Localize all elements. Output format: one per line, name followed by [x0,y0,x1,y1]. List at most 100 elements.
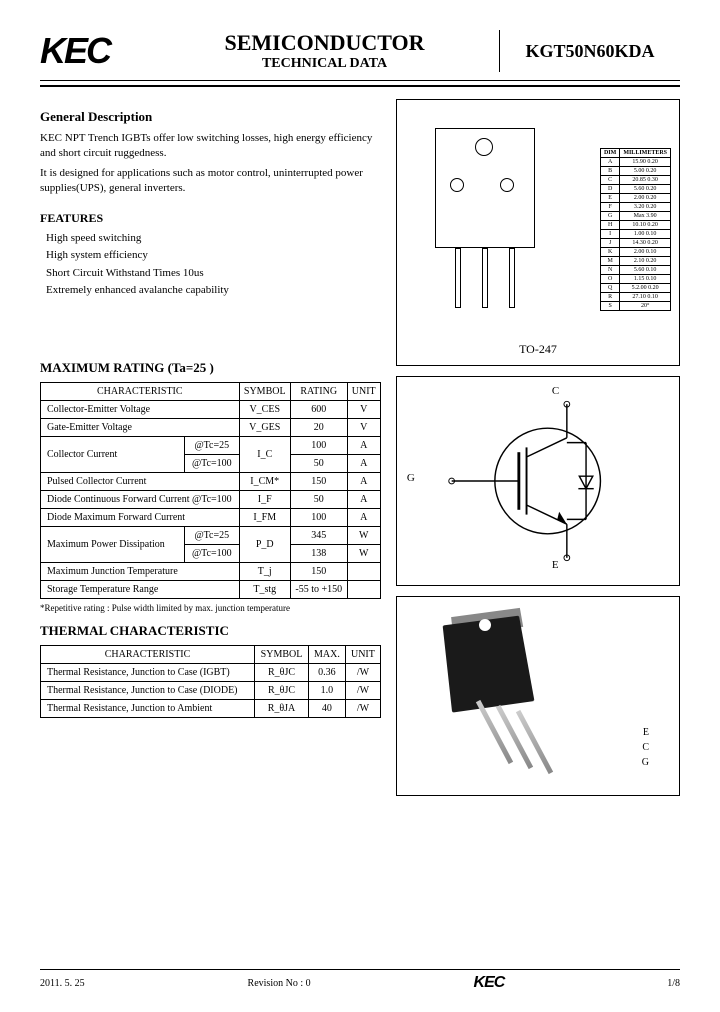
cell: 5.00 0.20 [620,167,671,176]
cell: Maximum Junction Temperature [41,562,240,580]
features-list: High speed switching High system efficie… [46,230,381,300]
cell: A [347,472,380,490]
cell: @Tc=100 [185,544,239,562]
thermal-heading: THERMAL CHARACTERISTIC [40,623,381,639]
cell: 2.00 0.20 [620,194,671,203]
cell: R_θJC [255,663,309,681]
component-lead [476,700,513,764]
cell: @Tc=25 [185,436,239,454]
part-number: KGT50N60KDA [500,41,680,62]
cell: 40 [308,699,345,717]
max-rating-table: CHARACTERISTIC SYMBOL RATING UNIT Collec… [40,382,381,599]
col-max: MAX. [308,645,345,663]
footer-date: 2011. 5. 25 [40,978,85,989]
dimension-table: DIMMILLIMETERS A15.90 0.20 B5.00 0.20 C2… [600,148,671,311]
package-drawing: DIMMILLIMETERS A15.90 0.20 B5.00 0.20 C2… [405,108,671,338]
terminal-c: C [552,385,559,397]
cell: A [347,454,380,472]
cell: A [347,508,380,526]
component-hole [479,619,491,631]
cell: 1.15 0.10 [620,275,671,284]
maxrating-footnote: *Repetitive rating : Pulse width limited… [40,603,381,613]
feature-item: Extremely enhanced avalanche capability [46,282,381,300]
cell: O [600,275,619,284]
footer-revision: Revision No : 0 [248,978,311,989]
cell: T_stg [239,580,290,598]
cell: 150 [290,562,347,580]
col-rating: RATING [290,382,347,400]
cell: 15.90 0.20 [620,158,671,167]
cell: /W [345,699,380,717]
cell: 20.85 0.30 [620,176,671,185]
cell: 345 [290,526,347,544]
maxrating-heading: MAXIMUM RATING (Ta=25 ) [40,360,381,376]
cell: 5.60 0.20 [620,185,671,194]
cell: R_θJC [255,681,309,699]
cell: 600 [290,400,347,418]
gendesc-p2: It is designed for applications such as … [40,166,381,197]
logo: KEC [40,30,160,72]
component-lead [516,710,553,774]
component-body [443,616,535,713]
cell: 27.10 0.10 [620,293,671,302]
gendesc-heading: General Description [40,109,381,125]
cell: N [600,266,619,275]
cell: E [600,194,619,203]
terminal-g: G [407,472,415,484]
cell: G [600,212,619,221]
cell: Thermal Resistance, Junction to Case (DI… [41,681,255,699]
thermal-table: CHARACTERISTIC SYMBOL MAX. UNIT Thermal … [40,645,381,718]
cell: Pulsed Collector Current [41,472,240,490]
cell: K [600,248,619,257]
cell: 5.2.00 0.20 [620,284,671,293]
cell: DIM [600,149,619,158]
footer: 2011. 5. 25 Revision No : 0 KEC 1/8 [40,969,680,992]
cell: Collector-Emitter Voltage [41,400,240,418]
cell: M [600,257,619,266]
terminal-e: E [552,559,559,571]
cell: J [600,239,619,248]
cell: F [600,203,619,212]
component-lead [496,705,533,769]
cell: 20 [290,418,347,436]
cell: W [347,526,380,544]
feature-item: Short Circuit Withstand Times 10us [46,265,381,283]
cell: Max 3.90 [620,212,671,221]
feature-item: High speed switching [46,230,381,248]
feature-item: High system efficiency [46,247,381,265]
cell: 2.10 0.20 [620,257,671,266]
cell: /W [345,681,380,699]
package-outline-box: DIMMILLIMETERS A15.90 0.20 B5.00 0.20 C2… [396,99,680,366]
cell: W [347,544,380,562]
cell: R [600,293,619,302]
cell: 1.0 [308,681,345,699]
cell [347,562,380,580]
cell: A [347,436,380,454]
col-char: CHARACTERISTIC [41,382,240,400]
gendesc-p1: KEC NPT Trench IGBTs offer low switching… [40,131,381,162]
col-unit: UNIT [345,645,380,663]
cell: I_FM [239,508,290,526]
cell: 0.36 [308,663,345,681]
title-sub: TECHNICAL DATA [160,56,489,72]
schematic-symbol-box: G C E [396,376,680,586]
component-photo-box: E C G [396,596,680,796]
cell: V [347,418,380,436]
cell: 20° [620,302,671,311]
cell: T_j [239,562,290,580]
features-heading: FEATURES [40,211,381,226]
cell: I_CM* [239,472,290,490]
cell: Gate-Emitter Voltage [41,418,240,436]
cell: 14.30 0.20 [620,239,671,248]
igbt-symbol-icon [405,385,671,577]
col-sym: SYMBOL [239,382,290,400]
col-char: CHARACTERISTIC [41,645,255,663]
lead-label-c: C [642,742,649,753]
title-block: SEMICONDUCTOR TECHNICAL DATA [160,30,500,72]
cell: P_D [239,526,290,562]
title-main: SEMICONDUCTOR [160,30,489,56]
cell: C [600,176,619,185]
cell: 3.20 0.20 [620,203,671,212]
cell: 150 [290,472,347,490]
col-unit: UNIT [347,382,380,400]
